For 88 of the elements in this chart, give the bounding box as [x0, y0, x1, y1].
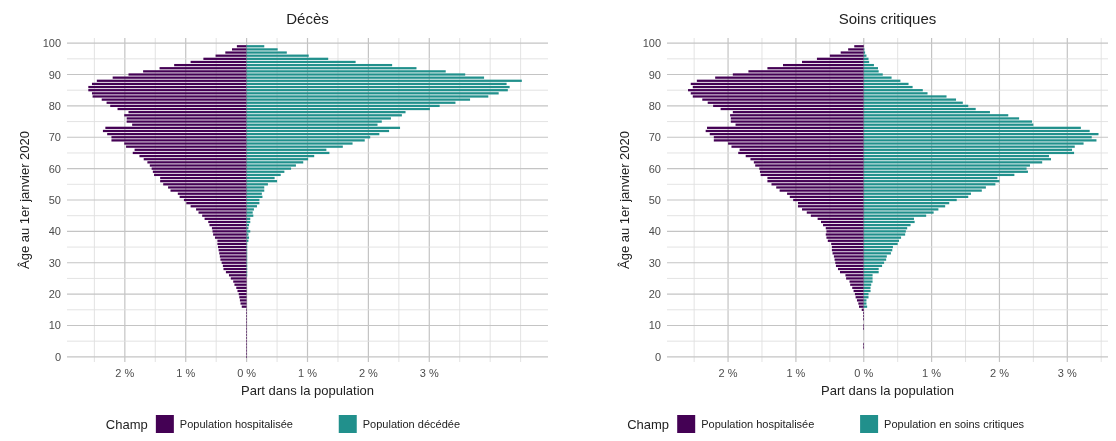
bar	[779, 189, 864, 192]
bar	[730, 120, 864, 123]
bar	[850, 283, 864, 286]
x-tick-label: 2 %	[115, 367, 135, 379]
y-tick-label: 30	[48, 256, 61, 269]
bar	[246, 167, 292, 170]
chart-title: Soins critiques	[838, 10, 937, 27]
bar	[852, 286, 864, 289]
legend-label: Population décédée	[362, 418, 460, 430]
x-tick-label: 0 %	[854, 367, 874, 379]
y-tick-label: 80	[648, 99, 661, 112]
y-tick-label: 50	[48, 194, 61, 206]
y-tick-label: 70	[648, 131, 661, 144]
y-axis-title: Âge au 1er janvier 2020	[617, 130, 632, 270]
bar	[834, 258, 864, 261]
bar	[233, 280, 247, 283]
bar	[825, 233, 864, 236]
y-tick-label: 40	[648, 225, 661, 238]
x-tick-label: 2 %	[989, 367, 1010, 379]
bar	[198, 211, 247, 214]
x-tick-label: 2 %	[718, 367, 738, 379]
bar	[858, 302, 864, 305]
y-tick-label: 10	[48, 319, 61, 332]
bar	[837, 267, 864, 271]
x-axis-title: Part dans la population	[241, 383, 374, 398]
x-tick-label: 1 %	[786, 367, 806, 379]
y-tick-label: 60	[648, 162, 661, 175]
bar	[186, 202, 247, 205]
legend-label: Population hospitalisée	[179, 418, 293, 430]
chart-title: Décès	[286, 10, 329, 27]
bar	[863, 255, 887, 258]
bar	[234, 283, 247, 286]
bar	[846, 277, 864, 280]
y-tick-label: 50	[648, 194, 661, 206]
bar	[237, 289, 247, 293]
x-axis-title: Part dans la population	[821, 383, 954, 398]
y-tick-label: 100	[642, 37, 661, 50]
y-tick-label: 30	[648, 256, 661, 269]
bar	[126, 120, 247, 123]
bar	[236, 286, 247, 289]
y-tick-label: 60	[48, 162, 61, 175]
bar	[863, 139, 1097, 142]
bar	[240, 302, 247, 305]
bar	[863, 299, 867, 302]
bar	[863, 233, 906, 236]
bar	[241, 305, 247, 308]
y-tick-label: 20	[48, 288, 61, 301]
legend-label: Population en soins critiques	[884, 418, 1025, 430]
x-tick-label: 2 %	[358, 367, 379, 379]
bar	[208, 220, 247, 224]
bar	[230, 277, 247, 280]
bar	[863, 296, 869, 299]
y-axis-title: Âge au 1er janvier 2020	[17, 130, 32, 270]
bar	[211, 227, 247, 230]
y-tick-label: 0	[654, 350, 661, 363]
x-tick-label: 1 %	[922, 367, 942, 379]
y-tick-label: 70	[48, 131, 61, 144]
bar	[170, 189, 247, 192]
bar	[849, 280, 864, 283]
bar	[806, 211, 864, 214]
bar	[223, 267, 247, 271]
bar	[212, 230, 247, 233]
x-tick-label: 0 %	[237, 367, 257, 379]
bar	[863, 292, 869, 296]
x-tick-label: 1 %	[176, 367, 196, 379]
x-tick-label: 3 %	[1057, 367, 1077, 379]
bar	[863, 289, 871, 293]
y-tick-label: 10	[648, 319, 661, 332]
y-tick-label: 90	[648, 68, 661, 81]
bar	[863, 277, 873, 280]
y-tick-label: 90	[48, 68, 61, 81]
x-tick-label: 3 %	[419, 367, 439, 379]
y-tick-label: 80	[48, 99, 61, 112]
y-tick-label: 20	[648, 288, 661, 301]
bar	[219, 255, 247, 258]
bar	[863, 189, 982, 192]
bar	[236, 45, 247, 48]
y-tick-label: 100	[42, 37, 61, 50]
legend-title: Champ	[627, 417, 670, 432]
y-tick-label: 0	[54, 350, 61, 363]
bar	[239, 299, 247, 302]
bar	[209, 223, 247, 227]
y-tick-label: 40	[48, 225, 61, 238]
x-tick-label: 1 %	[298, 367, 318, 379]
bar	[863, 211, 934, 214]
bar	[802, 208, 864, 211]
legend-label: Population hospitalisée	[701, 418, 815, 430]
legend-title: Champ	[105, 417, 148, 432]
